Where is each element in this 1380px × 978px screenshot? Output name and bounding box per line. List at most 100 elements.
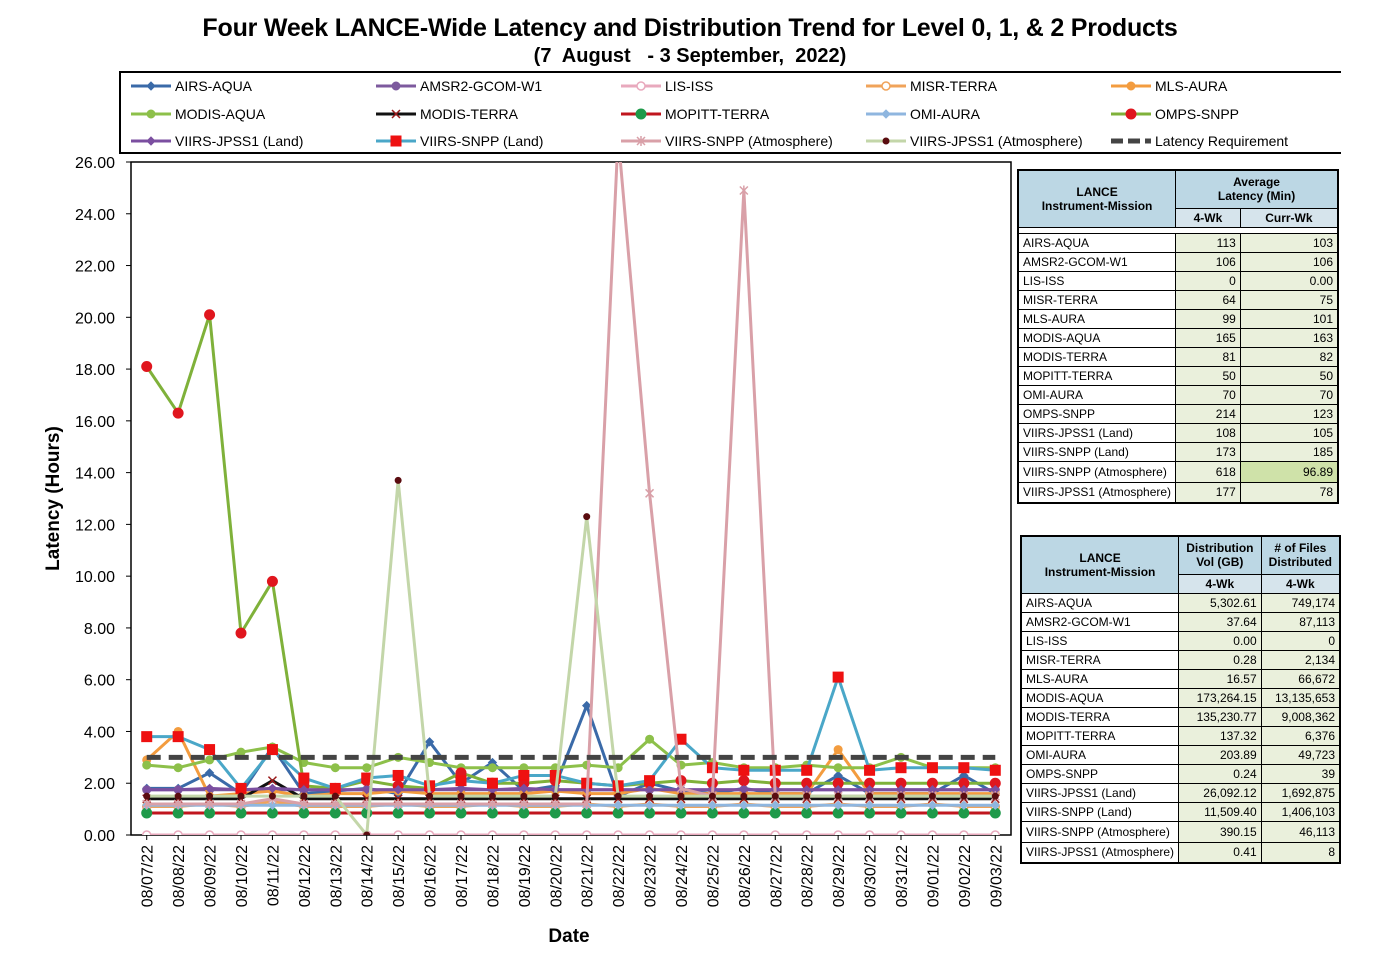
- data-point: [551, 792, 559, 800]
- data-point: [959, 800, 969, 810]
- data-point: [488, 792, 496, 800]
- data-point: [205, 755, 215, 765]
- legend-item-latency-requirement: Latency Requirement: [1109, 131, 1288, 151]
- row-name: VIIRS-JPSS1 (Land): [1017, 422, 1177, 443]
- legend-label: Latency Requirement: [1155, 133, 1289, 149]
- row-volume: 37.64: [1178, 611, 1262, 632]
- series-viirs-jpss1-atmosphere: [143, 476, 999, 835]
- row-name: AMSR2-GCOM-W1: [1017, 251, 1177, 272]
- data-point: [550, 830, 561, 835]
- row-name: OMI-AURA: [1017, 384, 1177, 405]
- table-row: MODIS-TERRA 81 82: [1017, 346, 1339, 367]
- legend-label: MLS-AURA: [1155, 78, 1228, 94]
- data-point: [519, 798, 529, 809]
- data-point: [174, 792, 182, 800]
- row-volume: 135,230.77: [1178, 706, 1262, 727]
- row-curr-wk: 101: [1239, 308, 1339, 329]
- legend-item-viirs-jpss1-land: VIIRS-JPSS1 (Land): [129, 131, 303, 151]
- row-volume: 0.41: [1178, 841, 1262, 864]
- row-volume: 0.28: [1178, 649, 1262, 670]
- data-point: [204, 783, 215, 794]
- data-point: [424, 737, 435, 747]
- row-curr-wk: 103: [1239, 232, 1339, 253]
- row-name: AIRS-AQUA: [1020, 592, 1180, 613]
- x-tick-label: 08/10/22: [234, 845, 251, 907]
- legend-swatch: [1111, 108, 1151, 120]
- data-point: [897, 792, 905, 800]
- x-tick-label: 08/22/22: [611, 845, 628, 907]
- data-point: [834, 792, 842, 800]
- row-volume: 26,092.12: [1178, 782, 1262, 803]
- row-files: 39: [1260, 763, 1341, 784]
- data-point: [267, 830, 278, 835]
- x-tick-label: 08/23/22: [643, 845, 660, 907]
- data-point: [707, 800, 718, 810]
- data-point: [206, 792, 214, 800]
- series-line: [146, 478, 996, 835]
- data-point: [676, 783, 686, 794]
- data-point: [486, 777, 498, 789]
- latency-chart: 0.00 2.00 4.00 6.00 8.00 10.00 12.00 14.00 16.00…: [43, 155, 1012, 947]
- data-point: [456, 798, 466, 809]
- data-point: [393, 784, 403, 795]
- data-point: [896, 800, 906, 810]
- data-point: [927, 830, 938, 835]
- legend-marker: [146, 81, 156, 91]
- x-tick-label: 08/18/22: [485, 845, 502, 907]
- row-name: VIIRS-SNPP (Land): [1020, 801, 1180, 822]
- x-tick-label: 08/11/22: [265, 845, 282, 906]
- x-tick-label: 08/19/22: [517, 845, 534, 907]
- y-tick-label: 26.00: [75, 155, 115, 172]
- data-point: [958, 762, 970, 774]
- data-point: [172, 731, 184, 743]
- legend-label: LIS-ISS: [665, 78, 714, 94]
- data-point: [172, 407, 184, 419]
- data-point: [960, 792, 968, 800]
- legend-label: AMSR2-GCOM-W1: [420, 78, 543, 94]
- data-point: [392, 769, 404, 781]
- row-curr-wk: 0.00: [1239, 270, 1339, 291]
- data-point: [613, 800, 623, 810]
- y-tick-label: 12.00: [75, 517, 115, 534]
- data-point: [235, 782, 247, 794]
- subheader-4wk: 4-Wk: [1175, 207, 1241, 228]
- legend-label: OMI-AURA: [910, 106, 980, 122]
- legend-swatch: [1111, 138, 1151, 144]
- row-curr-wk: 123: [1239, 403, 1339, 424]
- chart-subtitle: (7 August - 3 September, 2022): [533, 45, 847, 67]
- row-name: MISR-TERRA: [1020, 649, 1180, 670]
- row-name: VIIRS-SNPP (Atmosphere): [1017, 460, 1177, 483]
- row-volume: 16.57: [1178, 668, 1262, 689]
- data-point: [833, 745, 843, 755]
- row-4wk: 0: [1175, 270, 1241, 291]
- data-point: [613, 830, 623, 835]
- data-point: [644, 830, 655, 835]
- row-curr-wk: 105: [1239, 422, 1339, 443]
- data-point: [394, 476, 402, 484]
- row-name: VIIRS-JPSS1 (Atmosphere): [1020, 841, 1180, 864]
- data-point: [770, 830, 781, 835]
- y-tick-label: 10.00: [75, 569, 115, 586]
- data-point: [298, 772, 310, 784]
- row-name: MODIS-AQUA: [1020, 687, 1180, 708]
- legend-marker: [146, 109, 156, 119]
- data-point: [802, 800, 812, 810]
- row-4wk: 113: [1175, 232, 1241, 253]
- legend: AIRS-AQUA AMSR2-GCOM-W1 LIS-ISS MISR-TERRA M…: [119, 71, 1341, 154]
- data-point: [487, 798, 497, 809]
- legend-item-amsr2-gcom-w1: AMSR2-GCOM-W1: [374, 76, 542, 96]
- data-point: [739, 800, 749, 810]
- data-point: [267, 776, 277, 786]
- table-row: OMPS-SNPP 214 123: [1017, 403, 1339, 424]
- legend-label: VIIRS-SNPP (Atmosphere): [665, 133, 833, 149]
- data-point: [708, 792, 716, 800]
- legend-swatch: [376, 81, 416, 91]
- y-tick-label: 18.00: [75, 362, 115, 379]
- row-files: 1,406,103: [1260, 801, 1341, 822]
- series-line: [146, 786, 996, 792]
- legend-swatch: [621, 136, 661, 146]
- data-point: [770, 800, 780, 810]
- table-row: AIRS-AQUA 5,302.61 749,174: [1020, 592, 1341, 613]
- row-volume: 0.24: [1178, 763, 1262, 784]
- data-point: [583, 513, 591, 521]
